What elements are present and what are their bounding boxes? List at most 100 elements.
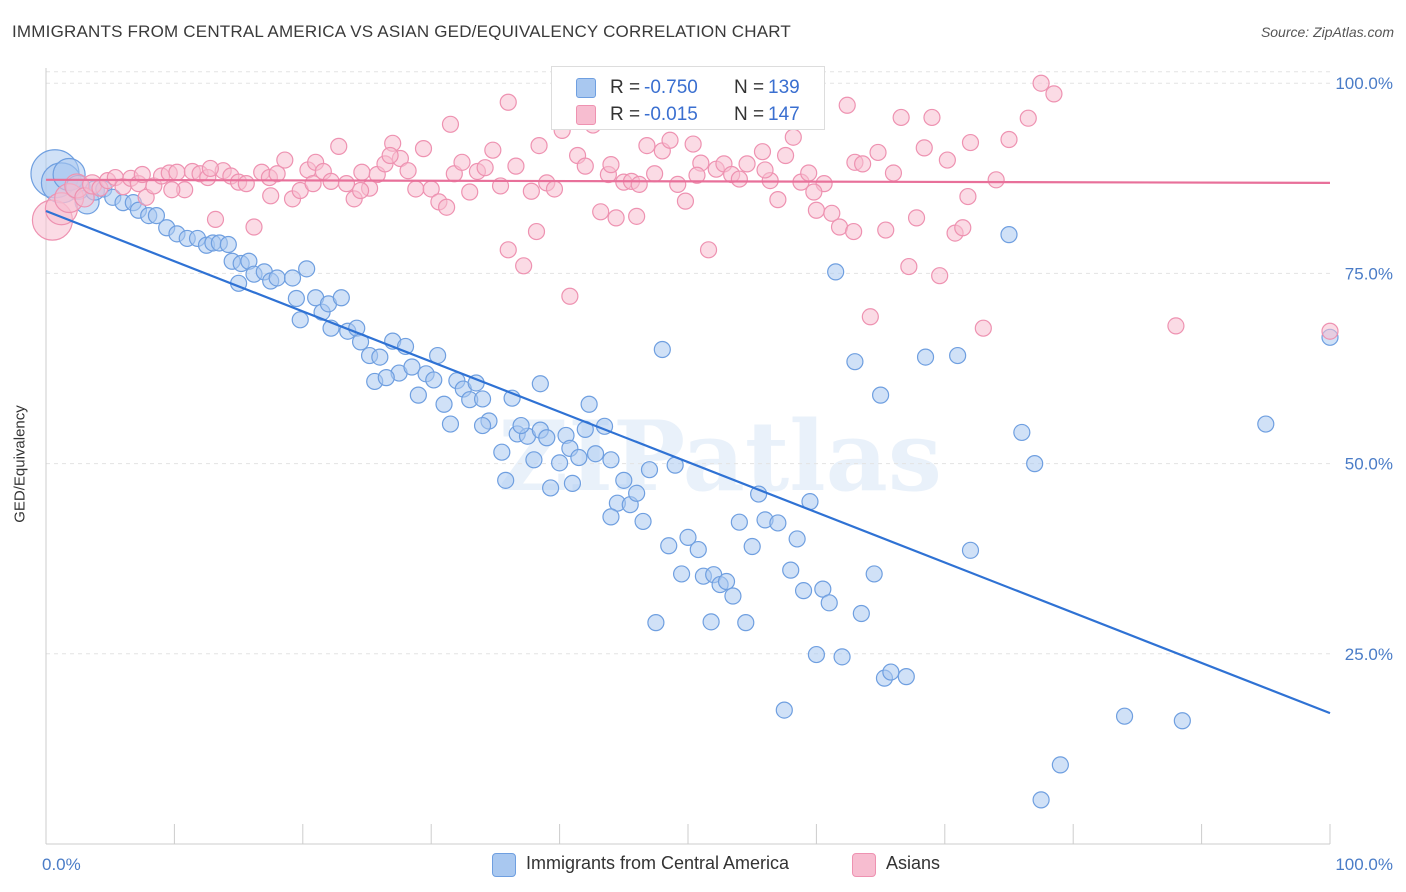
data-point (1019, 109, 1037, 127)
data-point (869, 143, 887, 162)
data-point (788, 530, 806, 548)
data-point (717, 572, 736, 591)
data-point (351, 181, 370, 200)
data-point (679, 528, 697, 547)
data-point (750, 485, 768, 503)
bottom-legend-swatch-pink (852, 853, 876, 877)
data-point (268, 269, 286, 287)
data-point (473, 416, 492, 435)
data-point (287, 289, 305, 308)
legend-r-label: R = (610, 77, 641, 98)
data-point (1000, 130, 1018, 149)
legend-swatch-blue (576, 78, 596, 98)
trend-line-central-america (45, 210, 1331, 715)
data-point (961, 133, 980, 152)
legend-n-value: 147 (768, 104, 800, 125)
data-point (497, 471, 515, 489)
data-point (884, 164, 903, 182)
data-point (838, 96, 856, 114)
data-point (833, 648, 851, 666)
data-point (892, 108, 910, 127)
data-point (865, 565, 883, 583)
data-point (163, 181, 181, 199)
x-tick-label-min: 0.0% (42, 855, 81, 874)
data-point (507, 157, 525, 175)
data-point (399, 162, 417, 180)
data-point (756, 161, 774, 179)
data-point (580, 395, 598, 413)
data-point (499, 241, 517, 259)
data-point (538, 429, 556, 447)
data-point (550, 454, 569, 472)
data-point (522, 182, 540, 200)
data-point (916, 348, 935, 366)
source-label: Source: ZipAtlas.com (1260, 24, 1394, 40)
chart-title: IMMIGRANTS FROM CENTRAL AMERICA VS ASIAN… (12, 22, 791, 41)
data-point (775, 701, 793, 719)
bottom-legend-label: Immigrants from Central America (526, 853, 790, 873)
stats-legend: R = -0.750 N = 139 R = -0.015 N = 147 (551, 66, 825, 130)
data-point (628, 207, 646, 225)
data-point (653, 340, 671, 359)
data-point (954, 219, 972, 237)
data-point (1032, 791, 1050, 809)
data-point (615, 471, 633, 489)
data-point (676, 192, 695, 210)
data-point (592, 203, 610, 221)
data-point (602, 156, 620, 174)
data-point (268, 165, 286, 183)
data-point (407, 180, 425, 198)
data-point (672, 565, 691, 583)
tick-labels: 25.0% 50.0% 75.0% 100.0% 0.0% 100.0% (42, 74, 1393, 874)
legend-n-label: N = (734, 104, 765, 125)
data-point (1321, 322, 1339, 340)
data-point (640, 461, 659, 479)
data-point (371, 348, 389, 366)
data-point (435, 395, 453, 413)
data-point (291, 311, 309, 329)
data-point (545, 180, 564, 198)
data-point (484, 141, 502, 159)
data-point (337, 175, 356, 193)
data-point (168, 163, 186, 181)
data-point (219, 235, 237, 254)
data-point (845, 222, 863, 241)
y-tick-label: 50.0% (1345, 455, 1393, 474)
data-point (987, 171, 1005, 189)
legend-n-label: N = (734, 77, 765, 98)
data-point (730, 513, 748, 531)
data-point (730, 170, 748, 188)
data-point (525, 451, 543, 469)
data-point (381, 146, 399, 165)
data-point (769, 514, 787, 532)
data-point (738, 155, 756, 173)
data-point (563, 474, 582, 492)
data-point (586, 445, 605, 463)
data-point (871, 386, 890, 404)
data-point (807, 645, 826, 664)
axes (45, 68, 1331, 845)
data-point (634, 512, 652, 531)
data-point (907, 209, 926, 227)
data-point (974, 319, 992, 337)
data-point (854, 155, 872, 173)
data-point (473, 390, 492, 408)
data-point (262, 187, 280, 205)
data-point (576, 157, 594, 175)
data-point (1013, 423, 1031, 442)
data-point (689, 540, 707, 559)
data-point (724, 587, 742, 605)
data-point (1257, 415, 1275, 433)
data-point (441, 415, 460, 433)
data-point (915, 139, 933, 157)
data-point (702, 613, 720, 631)
data-point (206, 210, 225, 228)
data-point (527, 222, 546, 241)
data-point (499, 93, 517, 111)
data-point (807, 201, 826, 219)
data-point (923, 108, 941, 127)
data-point (147, 206, 166, 225)
data-point (512, 416, 530, 435)
data-point (298, 260, 316, 278)
data-point (1026, 455, 1044, 473)
